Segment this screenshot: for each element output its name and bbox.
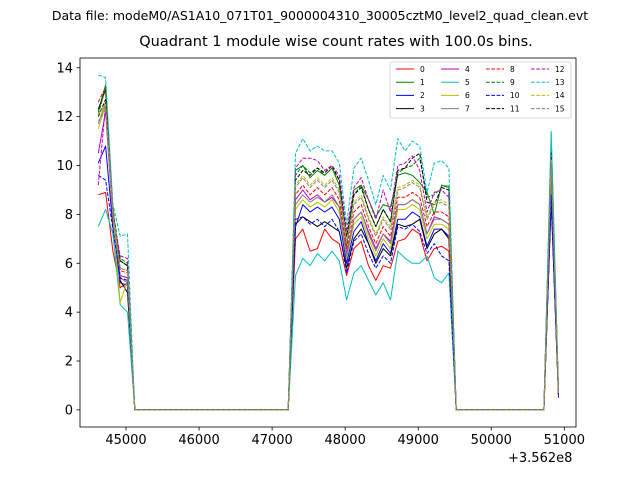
series-line-11 — [97, 99, 559, 411]
y-tick-label: 12 — [56, 110, 73, 125]
x-tick-label: 50000 — [471, 433, 512, 448]
series-line-3 — [97, 89, 559, 411]
legend-label-7: 7 — [465, 104, 470, 113]
series-line-4 — [97, 111, 559, 411]
chart-title: Quadrant 1 module wise count rates with … — [139, 34, 533, 50]
legend-label-5: 5 — [465, 78, 470, 87]
x-axis-offset-label: +3.562e8 — [508, 451, 573, 466]
series-line-13 — [98, 74, 559, 411]
series-line-12 — [97, 103, 559, 411]
series-line-10 — [98, 174, 559, 411]
x-tick-label: 46000 — [178, 433, 219, 448]
x-tick-label: 45000 — [105, 433, 146, 448]
series-line-8 — [97, 86, 559, 411]
x-tick-label: 47000 — [251, 433, 292, 448]
y-tick-label: 6 — [65, 257, 73, 272]
legend-label-1: 1 — [420, 78, 425, 87]
legend-label-0: 0 — [420, 65, 425, 74]
y-tick-label: 8 — [65, 208, 73, 223]
legend-label-14: 14 — [555, 91, 565, 100]
legend-label-6: 6 — [465, 91, 470, 100]
figure-suptitle: Data file: modeM0/AS1A10_071T01_90000043… — [51, 8, 589, 23]
legend-label-10: 10 — [510, 91, 520, 100]
legend-label-3: 3 — [420, 104, 425, 113]
legend-label-4: 4 — [465, 65, 470, 74]
y-tick-label: 0 — [65, 403, 73, 418]
legend-label-12: 12 — [555, 65, 565, 74]
y-tick-label: 14 — [56, 61, 73, 76]
series-line-0 — [98, 182, 559, 411]
series-line-14 — [97, 103, 559, 411]
x-tick-label: 48000 — [324, 433, 365, 448]
y-tick-label: 2 — [65, 355, 73, 370]
x-tick-label: 51000 — [544, 433, 585, 448]
series-line-9 — [97, 86, 559, 411]
legend-label-15: 15 — [555, 104, 565, 113]
legend-label-8: 8 — [510, 65, 515, 74]
y-tick-label: 4 — [65, 306, 73, 321]
plot-frame — [79, 57, 577, 428]
legend-box — [389, 61, 572, 119]
y-tick-label: 10 — [56, 159, 73, 174]
legend-label-2: 2 — [420, 91, 425, 100]
legend-label-13: 13 — [555, 78, 565, 87]
x-tick-label: 49000 — [398, 433, 439, 448]
series-line-6 — [97, 103, 559, 411]
legend-label-9: 9 — [510, 78, 515, 87]
series-line-2 — [97, 145, 559, 411]
series-line-1 — [97, 84, 559, 411]
series-line-5 — [97, 133, 559, 411]
legend-label-11: 11 — [510, 104, 520, 113]
series-line-15 — [97, 108, 559, 411]
